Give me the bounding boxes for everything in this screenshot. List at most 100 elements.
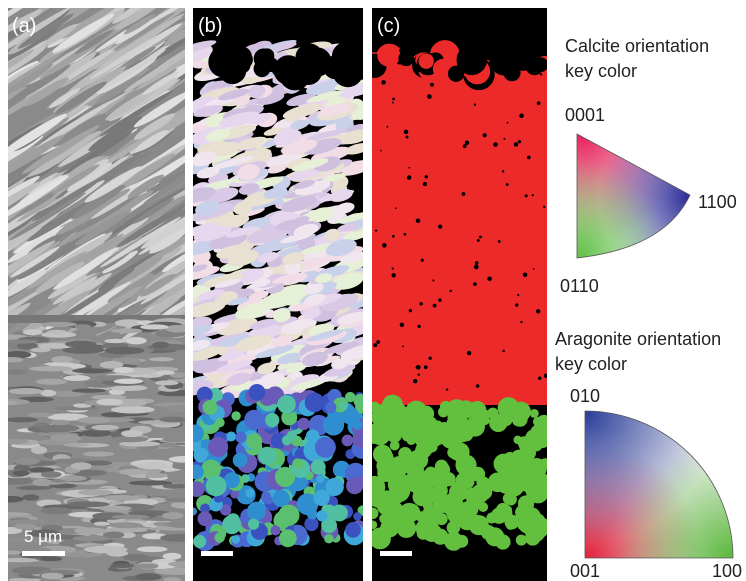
- texture: [140, 324, 169, 329]
- texture: [27, 413, 53, 417]
- texture: [376, 340, 380, 344]
- texture: [515, 505, 530, 520]
- texture: [245, 489, 254, 498]
- texture: [40, 507, 72, 514]
- texture: [74, 324, 91, 329]
- texture: [297, 418, 309, 430]
- texture: [502, 350, 504, 352]
- scale-bar-label: 5 μm: [24, 527, 62, 546]
- texture: [372, 60, 547, 405]
- texture: [203, 400, 218, 415]
- texture: [419, 54, 434, 69]
- texture: [381, 80, 386, 85]
- texture: [465, 141, 470, 146]
- texture: [63, 375, 90, 381]
- texture: [368, 520, 377, 529]
- texture: [409, 309, 412, 312]
- texture: [103, 531, 125, 538]
- texture: [160, 534, 198, 542]
- texture: [474, 265, 479, 270]
- texture: [100, 361, 124, 369]
- texture: [96, 399, 123, 406]
- texture: [313, 490, 329, 506]
- texture: [391, 483, 409, 501]
- scale-bar: [22, 551, 65, 556]
- texture: [525, 429, 542, 446]
- texture: [112, 515, 150, 519]
- texture: [149, 357, 174, 361]
- texture: [292, 458, 303, 469]
- texture: [417, 69, 420, 72]
- texture: [110, 328, 143, 333]
- texture: [232, 535, 240, 543]
- texture: [345, 522, 361, 538]
- ebsd-map-full: [175, 8, 381, 581]
- texture: [432, 279, 434, 281]
- texture: [416, 365, 421, 370]
- texture: [74, 527, 108, 534]
- texture: [0, 558, 40, 562]
- texture: [244, 410, 264, 430]
- texture: [352, 420, 362, 430]
- texture: [421, 259, 424, 262]
- texture: [119, 469, 147, 475]
- texture: [282, 435, 292, 445]
- texture: [246, 433, 262, 449]
- texture: [163, 553, 182, 560]
- texture: [485, 527, 504, 546]
- texture: [40, 556, 62, 561]
- texture: [469, 515, 483, 529]
- texture: [125, 337, 147, 344]
- texture: [41, 471, 62, 478]
- texture: [323, 55, 347, 79]
- texture: [172, 464, 191, 470]
- texture: [487, 277, 492, 282]
- texture: [339, 402, 347, 410]
- texture: [543, 206, 545, 208]
- texture: [206, 476, 227, 497]
- texture: [145, 473, 168, 478]
- texture: [265, 413, 279, 427]
- texture: [404, 233, 407, 236]
- texture: [226, 431, 236, 441]
- texture: [375, 229, 377, 231]
- aragonite-key: [585, 411, 733, 558]
- sem-image: [0, 0, 218, 581]
- texture: [3, 357, 24, 363]
- texture: [424, 365, 428, 369]
- texture: [208, 437, 228, 457]
- texture: [367, 508, 379, 520]
- panel-label: (a): [12, 15, 36, 37]
- texture: [418, 325, 421, 328]
- texture: [7, 520, 49, 524]
- texture: [536, 415, 552, 431]
- texture: [430, 83, 434, 87]
- texture: [449, 290, 451, 292]
- texture: [354, 476, 366, 488]
- texture: [537, 474, 555, 492]
- texture: [404, 516, 413, 525]
- texture: [31, 446, 47, 454]
- texture: [193, 535, 206, 548]
- texture: [8, 388, 43, 394]
- texture: [486, 513, 497, 524]
- key-corner: 100: [712, 561, 742, 581]
- texture: [533, 268, 535, 270]
- texture: [427, 94, 432, 99]
- texture: [155, 370, 174, 374]
- texture: [17, 486, 52, 490]
- texture: [446, 399, 467, 420]
- texture: [523, 272, 527, 276]
- texture: [272, 490, 289, 507]
- texture: [408, 167, 410, 169]
- texture: [429, 357, 432, 360]
- texture: [502, 170, 504, 172]
- texture: [135, 573, 162, 580]
- texture: [6, 417, 38, 422]
- texture: [323, 414, 344, 435]
- texture: [279, 529, 297, 547]
- key-corner: 0110: [560, 276, 599, 296]
- texture: [78, 490, 114, 496]
- texture: [316, 475, 324, 483]
- texture: [50, 434, 82, 442]
